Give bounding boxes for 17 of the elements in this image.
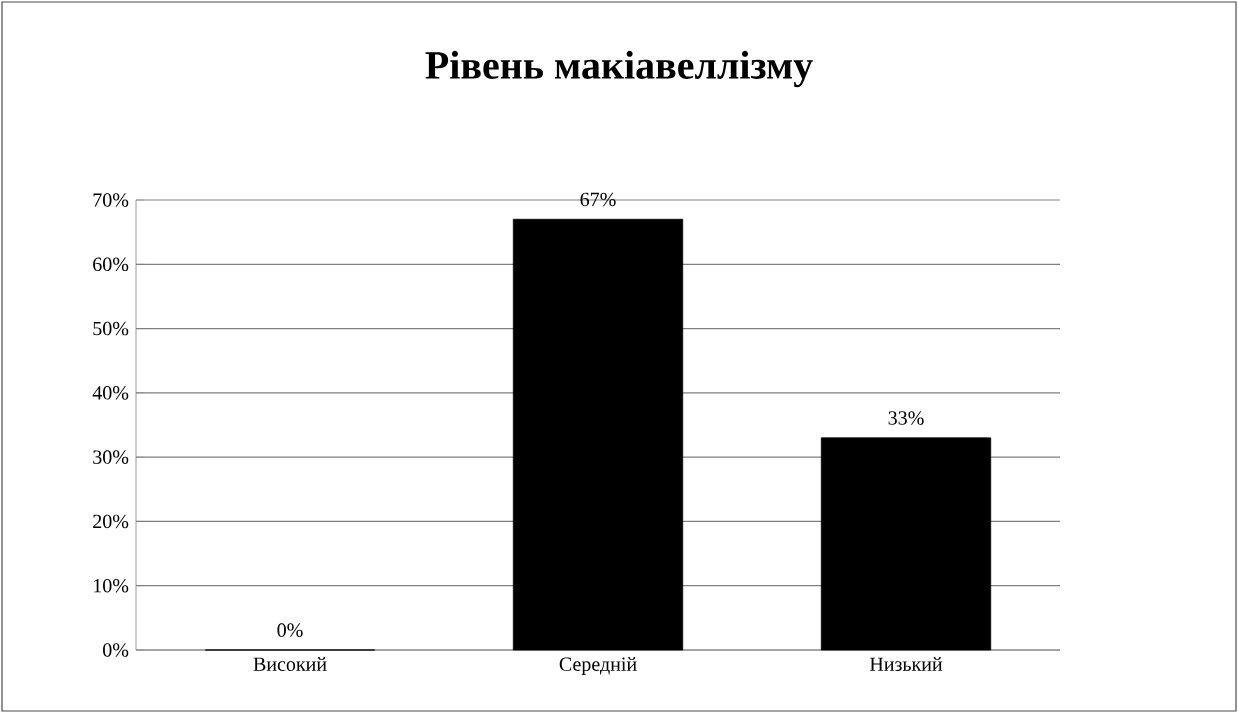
y-tick-label: 40% — [92, 386, 129, 400]
data-label: 33% — [888, 411, 924, 425]
x-tick-label: Середній — [559, 657, 637, 676]
y-tick-label: 60% — [93, 257, 129, 272]
y-tick-label: 20% — [93, 514, 129, 529]
data-label: 0% — [277, 623, 303, 637]
data-label: 67% — [580, 192, 616, 207]
y-tick-label: 30% — [93, 450, 129, 464]
y-tick-label: 0% — [103, 643, 129, 657]
bar — [512, 218, 684, 651]
bar — [820, 437, 992, 651]
chart-title: Рівень макіавеллізму — [425, 50, 813, 88]
x-tick-label: Низький — [869, 657, 943, 671]
y-tick-label: 10% — [94, 578, 129, 593]
y-tick-label: 70% — [93, 193, 129, 207]
x-tick-label: Високий — [253, 657, 327, 671]
y-tick-label: 50% — [93, 321, 129, 336]
